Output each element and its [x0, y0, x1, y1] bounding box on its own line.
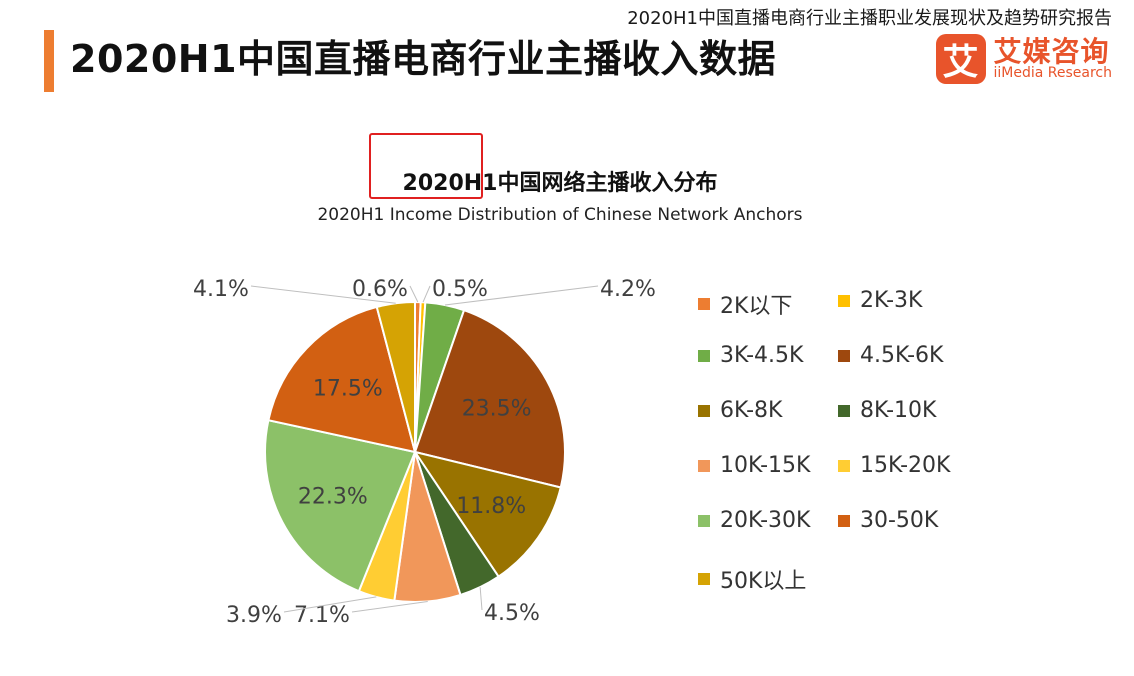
- pie-data-label: 17.5%: [313, 377, 383, 402]
- leader-line: [351, 600, 428, 613]
- chart-subtitle: 2020H1 Income Distribution of Chinese Ne…: [317, 205, 803, 225]
- page-title: 2020H1中国直播电商行业主播收入数据: [70, 37, 777, 81]
- legend-swatch: [698, 404, 710, 417]
- legend-item: 8K-10K: [838, 398, 936, 423]
- legend-swatch: [698, 459, 710, 472]
- legend-swatch: [698, 573, 710, 585]
- pie-slice: [412, 450, 562, 578]
- legend-label: 2K以下: [720, 294, 793, 319]
- legend-swatch: [698, 349, 710, 362]
- legend-item: 20K-30K: [698, 508, 810, 533]
- logo-text: 艾媒咨询 iiMedia Research: [994, 37, 1113, 81]
- pie-data-label: 0.6%: [352, 277, 408, 302]
- legend-swatch: [838, 294, 850, 307]
- pie-data-label: 0.5%: [432, 277, 488, 302]
- legend-item: 4.5K-6K: [838, 343, 943, 368]
- pie-data-label: 4.1%: [193, 277, 249, 302]
- legend-label: 30-50K: [860, 508, 939, 533]
- pie-slice: [413, 308, 566, 489]
- pie-slice: [267, 305, 417, 454]
- legend-item: 50K以上: [698, 563, 806, 595]
- pie-data-label: 4.5%: [484, 601, 540, 626]
- legend-label: 8K-10K: [860, 398, 937, 423]
- legend-swatch: [838, 514, 850, 527]
- leader-line: [422, 285, 431, 303]
- brand-logo: 艾 艾媒咨询 iiMedia Research: [935, 34, 1113, 84]
- legend-label: 6K-8K: [720, 398, 783, 423]
- pie-slice: [375, 300, 416, 453]
- legend-item: 15K-20K: [838, 453, 950, 478]
- legend-swatch: [698, 514, 710, 527]
- legend-item: 10K-15K: [698, 453, 810, 478]
- legend-swatch: [838, 349, 850, 362]
- legend-item: 30-50K: [838, 508, 938, 533]
- pie-data-label: 23.5%: [462, 396, 532, 421]
- legend-label: 10K-15K: [720, 453, 811, 478]
- legend-item: 3K-4.5K: [698, 343, 803, 368]
- accent-bar: [44, 30, 54, 92]
- logo-name-cn: 艾媒咨询: [993, 34, 1110, 68]
- legend-swatch: [838, 459, 850, 472]
- leader-line: [283, 596, 377, 613]
- legend-item: 2K-3K: [838, 288, 922, 313]
- legend-label: 20K-30K: [720, 508, 811, 533]
- pie-data-label: 4.2%: [600, 277, 656, 302]
- legend-item: 2K以下: [698, 288, 792, 320]
- legend-item: 6K-8K: [698, 398, 782, 423]
- report-title: 2020H1中国直播电商行业主播职业发展现状及趋势研究报告: [627, 8, 1112, 29]
- chart-title: 2020H1中国网络主播收入分布: [402, 171, 718, 196]
- legend-swatch: [698, 298, 710, 310]
- legend-label: 15K-20K: [860, 453, 951, 478]
- highlight-box: [369, 133, 483, 199]
- leader-line: [409, 285, 419, 303]
- legend-swatch: [838, 404, 850, 417]
- pie-data-label: 7.1%: [294, 603, 350, 628]
- pie-data-label: 3.9%: [226, 603, 282, 628]
- legend-label: 2K-3K: [860, 288, 923, 313]
- legend-label: 50K以上: [720, 569, 807, 594]
- legend-label: 4.5K-6K: [860, 343, 944, 368]
- logo-mark: 艾: [935, 34, 986, 84]
- legend-label: 3K-4.5K: [720, 343, 804, 368]
- leader-line: [444, 285, 599, 306]
- leader-line: [250, 285, 396, 304]
- logo-name-en: iiMedia Research: [993, 65, 1113, 82]
- leader-line: [479, 587, 483, 611]
- pie-data-label: 22.3%: [298, 485, 368, 510]
- pie-data-label: 11.8%: [456, 494, 526, 519]
- pie-slice: [264, 419, 417, 593]
